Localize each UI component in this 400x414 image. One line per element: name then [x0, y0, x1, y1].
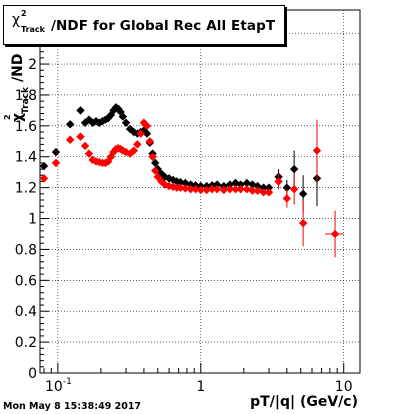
data-point-red [181, 184, 190, 193]
y-axis-label-superscript: 2 [3, 114, 12, 120]
y-tick-label: 1 [28, 212, 37, 228]
y-axis-label-symbol: χ [10, 113, 26, 122]
data-point-black [289, 164, 299, 174]
data-point-red [142, 121, 152, 131]
chart-title-box: χ 2 Track /NDF for Global Rec All EtapT [3, 5, 285, 45]
data-point-red [225, 184, 235, 194]
data-point-black [212, 180, 222, 189]
data-point-black [66, 120, 75, 129]
data-point-black [264, 183, 274, 192]
title-chi-symbol: χ [12, 12, 21, 28]
data-point-black [298, 189, 308, 199]
data-point-red [66, 135, 75, 144]
y-tick-label: 1.6 [15, 119, 37, 135]
data-point-black [164, 174, 174, 183]
data-point-black [91, 117, 101, 126]
y-axis-label: χ2 Track/ND [3, 54, 31, 122]
data-point-red [264, 188, 274, 197]
data-point-black [129, 127, 139, 137]
data-point-red [289, 184, 299, 194]
data-point-black [168, 175, 178, 185]
data-point-red [129, 146, 139, 155]
data-point-red [151, 166, 160, 175]
x-tick-label-exponent: -1 [63, 377, 72, 387]
data-point-black [114, 104, 123, 114]
data-point-black [109, 106, 118, 115]
data-point-red [207, 184, 217, 194]
data-point-black [80, 118, 90, 127]
y-axis-label-subscript: Track [21, 86, 31, 114]
data-point-red [39, 174, 49, 183]
data-point-black [142, 129, 152, 138]
data-point-black [88, 118, 97, 127]
data-point-black [76, 106, 85, 115]
data-point-red [202, 185, 211, 195]
data-point-black [84, 115, 94, 124]
data-point-red [88, 155, 97, 165]
data-point-black [160, 172, 169, 182]
data-point-black [282, 183, 292, 192]
data-point-red [80, 141, 90, 151]
data-point-red [282, 194, 292, 203]
data-point-red [84, 149, 94, 158]
data-point-red [236, 184, 245, 194]
y-tick-label: 2 [28, 57, 37, 73]
data-point-red [191, 184, 200, 194]
data-point-black [151, 158, 160, 168]
data-point-red [176, 183, 185, 192]
y-tick-label: 0.2 [15, 335, 37, 351]
data-point-red [253, 186, 262, 195]
x-axis-label: pT/|q| (GeV/c) [250, 394, 358, 410]
data-point-black [121, 118, 131, 127]
y-tick-label: 1.8 [15, 88, 37, 104]
y-tick-label: 0.6 [15, 273, 37, 289]
x-tick-label: 10 [335, 379, 353, 395]
data-point-red [219, 185, 229, 195]
data-point-red [145, 137, 155, 146]
data-point-red [76, 132, 85, 141]
data-point-black [253, 181, 262, 191]
data-point-red [330, 229, 340, 239]
data-point-black [101, 115, 110, 124]
data-point-black [118, 112, 128, 121]
data-point-black [259, 183, 268, 192]
title-superscript: 2 [21, 9, 27, 18]
data-point-red [212, 184, 222, 194]
y-tick-label: 0.4 [15, 304, 37, 320]
data-point-black [103, 113, 113, 123]
data-point-red [136, 129, 145, 138]
y-tick-label: 0.8 [15, 242, 37, 258]
data-point-red [51, 158, 61, 168]
data-point-red [298, 218, 308, 228]
data-point-black [95, 118, 104, 127]
data-point-black [106, 110, 116, 120]
data-point-black [39, 161, 49, 171]
data-point-red [259, 188, 268, 197]
data-point-black [236, 180, 245, 189]
data-point-red [248, 186, 257, 195]
data-point-red [274, 177, 283, 186]
y-axis-label-suffix: /ND [10, 54, 26, 82]
data-point-red [133, 140, 142, 149]
x-tick-label: 10 [45, 379, 63, 395]
data-point-red [196, 185, 205, 195]
y-tick-label: 0 [28, 366, 37, 382]
data-point-black [116, 107, 125, 117]
y-tick-label: 1.2 [15, 181, 37, 197]
data-point-red [148, 152, 157, 161]
timestamp: Mon May 8 15:38:49 2017 [3, 401, 142, 412]
title-subscript: Track [21, 25, 45, 34]
y-tick-label: 1.4 [15, 150, 37, 166]
data-point-red [186, 184, 195, 194]
data-point-red [312, 146, 322, 155]
data-point-red [101, 158, 110, 168]
data-point-red [103, 157, 113, 166]
data-point-red [168, 182, 178, 192]
x-tick-label: 1 [196, 379, 205, 395]
chart-title: /NDF for Global Rec All EtapT [51, 18, 276, 34]
data-point-black [51, 147, 61, 157]
data-point-red [231, 184, 240, 194]
